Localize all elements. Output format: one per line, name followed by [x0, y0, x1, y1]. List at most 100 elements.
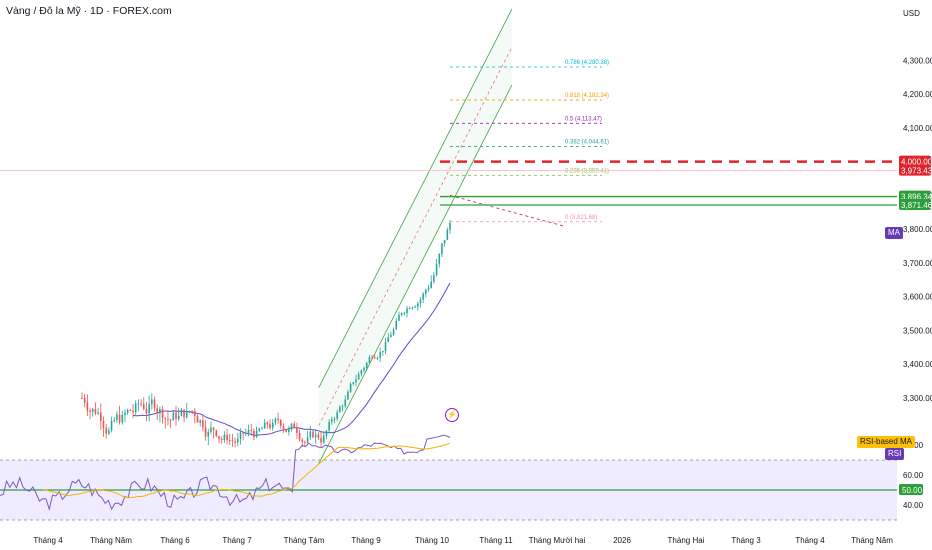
candle-body — [301, 439, 304, 442]
candle-body — [352, 382, 355, 384]
candle-body — [126, 409, 129, 413]
ma-line — [132, 282, 451, 436]
candle-body — [443, 239, 446, 244]
candle-body — [333, 418, 336, 420]
candle-body — [250, 429, 253, 431]
price-tick-label: 4,300.00 — [903, 56, 932, 65]
candle-body — [365, 362, 368, 368]
currency-label: USD — [903, 9, 920, 18]
candle-body — [118, 414, 121, 423]
candle-body — [376, 357, 379, 359]
candle-body — [177, 415, 180, 420]
candle-body — [253, 430, 255, 438]
candle-body — [373, 357, 376, 359]
candle-body — [199, 420, 201, 423]
candle-body — [408, 308, 411, 310]
candle-body — [137, 403, 140, 405]
candle-body — [266, 422, 269, 425]
candle-body — [113, 419, 116, 421]
x-axis-label: Tháng Năm — [90, 536, 132, 545]
candle-body — [416, 303, 419, 307]
channel-mid — [318, 46, 513, 426]
candle-body — [371, 357, 373, 359]
x-axis-label: Tháng Tám — [284, 536, 325, 545]
candle-body — [387, 337, 390, 343]
rsi-badge[interactable]: RSI — [885, 448, 905, 460]
candle-body — [188, 410, 191, 412]
candle-body — [255, 430, 258, 438]
candle-body — [121, 414, 124, 423]
candle-body — [161, 408, 164, 419]
candle-body — [223, 434, 226, 440]
candle-body — [395, 320, 398, 330]
candle-body — [403, 313, 406, 315]
candle-body — [298, 432, 301, 440]
candle-body — [83, 397, 86, 403]
candle-body — [360, 370, 363, 375]
candle-body — [167, 419, 169, 421]
candle-body — [215, 430, 218, 437]
candle-body — [134, 403, 137, 413]
candle-body — [218, 436, 220, 439]
price-tag-label: 3,896.34 — [901, 193, 932, 202]
candle-body — [196, 415, 199, 423]
x-axis-label: Tháng 4 — [795, 536, 825, 545]
candle-body — [347, 391, 349, 400]
lightning-icon[interactable]: ⚡ — [445, 408, 459, 422]
candle-body — [379, 352, 381, 358]
candle-body — [438, 254, 441, 265]
candle-body — [226, 434, 228, 441]
fib-label: 0.5 (4,113.47) — [565, 116, 602, 122]
price-tag-label: 3,871.46 — [901, 201, 932, 210]
candle-body — [247, 429, 250, 434]
candle-body — [94, 408, 97, 414]
ma-badge[interactable]: MA — [885, 227, 903, 239]
candle-body — [422, 293, 424, 300]
price-tick-label: 3,600.00 — [903, 293, 932, 302]
candle-body — [274, 418, 277, 423]
candle-body — [156, 408, 159, 414]
fib-label: 0.786 (4,280.38) — [565, 60, 609, 66]
fib-label: 0.382 (4,044.61) — [565, 140, 609, 146]
trend-line — [449, 194, 566, 227]
candle-body — [172, 412, 175, 421]
candle-body — [132, 410, 134, 413]
price-tick-label: 3,800.00 — [903, 225, 932, 234]
candle-body — [322, 435, 325, 443]
candle-body — [382, 350, 384, 353]
candle-body — [339, 406, 341, 413]
candle-body — [261, 428, 263, 430]
candle-body — [296, 427, 298, 433]
rsi-mid-label: 50.00 — [902, 486, 923, 495]
x-axis-label: Tháng 4 — [33, 536, 63, 545]
price-tick-label: 4,100.00 — [903, 124, 932, 133]
rsi-ma-badge[interactable]: RSI-based MA — [857, 436, 916, 448]
candle-body — [392, 329, 395, 335]
x-axis-label: Tháng 11 — [479, 536, 513, 545]
price-tag — [899, 155, 931, 167]
price-tag-label: 3,973.43 — [901, 167, 932, 176]
price-tag — [899, 190, 931, 202]
candle-body — [277, 418, 279, 420]
candle-body — [390, 334, 392, 338]
candle-body — [285, 429, 287, 432]
candle-body — [446, 229, 449, 240]
candle-body — [398, 314, 400, 321]
candle-body — [116, 414, 118, 420]
price-tick-label: 3,500.00 — [903, 326, 932, 335]
candle-body — [414, 306, 416, 308]
fib-label: 0.618 (4,182.34) — [565, 93, 609, 99]
x-axis-label: Tháng Hai — [668, 536, 705, 545]
candle-body — [325, 430, 328, 436]
candle-body — [175, 412, 177, 420]
candle-body — [400, 313, 403, 315]
candle-body — [258, 428, 261, 431]
candle-body — [108, 430, 110, 434]
candle-body — [110, 420, 113, 431]
candle-body — [89, 410, 91, 412]
candle-body — [102, 420, 105, 428]
candle-body — [430, 281, 432, 288]
candle-body — [91, 408, 94, 412]
channel-upper — [318, 8, 513, 388]
